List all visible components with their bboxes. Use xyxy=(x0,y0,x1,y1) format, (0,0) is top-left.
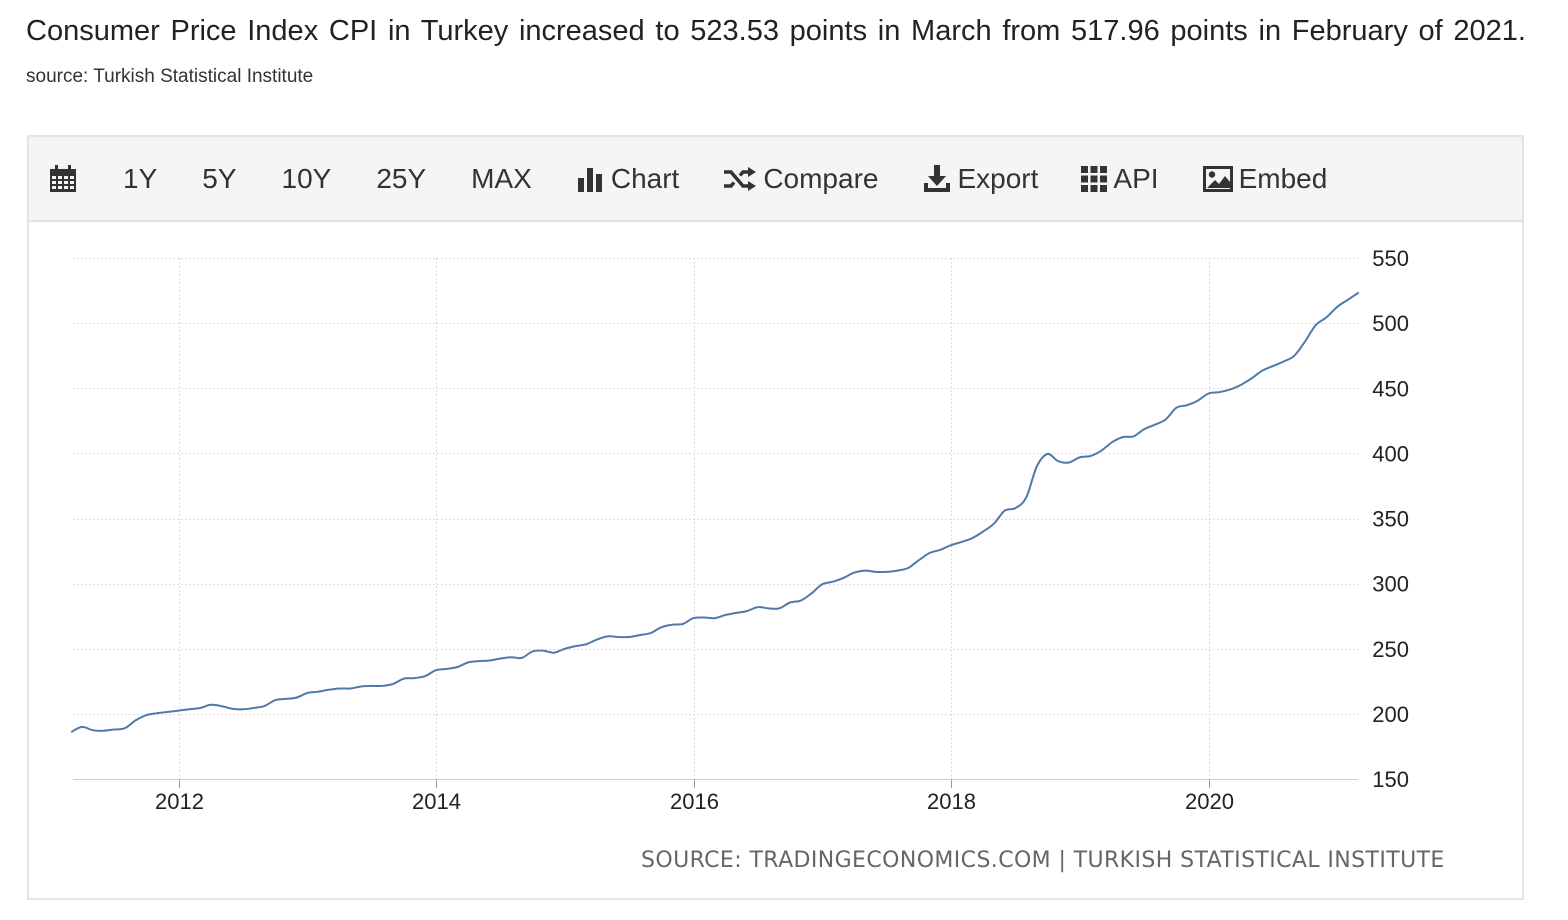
calendar-icon xyxy=(50,164,76,192)
calendar-button[interactable] xyxy=(49,164,77,193)
range-25y-button[interactable]: 25Y xyxy=(376,163,426,195)
headline-text: Consumer Price Index CPI in Turkey incre… xyxy=(26,15,1526,47)
range-1y-button[interactable]: 1Y xyxy=(123,163,157,195)
range-25y-label: 25Y xyxy=(376,162,427,194)
image-icon xyxy=(1202,165,1233,192)
chart-panel: 1Y 5Y 10Y 25Y MAX Chart Compare xyxy=(27,135,1524,900)
compare-button[interactable]: Compare xyxy=(723,163,878,195)
chart-toolbar: 1Y 5Y 10Y 25Y MAX Chart Compare xyxy=(29,137,1522,222)
y-tick-label: 200 xyxy=(1372,702,1409,727)
export-button[interactable]: Export xyxy=(923,163,1038,195)
x-tick-label: 2014 xyxy=(412,789,461,814)
x-tick-label: 2012 xyxy=(155,789,204,814)
cpi-series-line xyxy=(70,291,1360,733)
range-1y-label: 1Y xyxy=(123,162,158,194)
range-max-button[interactable]: MAX xyxy=(471,163,532,195)
y-tick-label: 300 xyxy=(1372,572,1409,597)
range-10y-button[interactable]: 10Y xyxy=(282,163,332,195)
headline: Consumer Price Index CPI in Turkey incre… xyxy=(26,10,1526,98)
shuffle-icon xyxy=(724,166,757,191)
export-button-label: Export xyxy=(957,162,1039,194)
range-max-label: MAX xyxy=(471,162,532,194)
y-axis: 150 200 250 300 350 400 450 500 550 xyxy=(1372,246,1409,792)
grid-layer xyxy=(73,258,1358,780)
range-5y-label: 5Y xyxy=(202,162,237,194)
x-tick-label: 2020 xyxy=(1185,789,1234,814)
x-tick-label: 2018 xyxy=(927,789,976,814)
chart-source-credit: SOURCE: TRADINGECONOMICS.COM | TURKISH S… xyxy=(641,848,1445,873)
y-tick-label: 450 xyxy=(1372,376,1409,401)
embed-button[interactable]: Embed xyxy=(1202,162,1328,195)
grid-icon xyxy=(1081,165,1108,192)
y-tick-label: 400 xyxy=(1372,441,1409,466)
x-axis: 2012 2014 2016 2018 2020 xyxy=(73,779,1358,814)
headline-source: source: Turkish Statistical Institute xyxy=(26,66,314,87)
x-tick-label: 2016 xyxy=(670,789,719,814)
range-10y-label: 10Y xyxy=(281,162,332,194)
y-tick-label: 250 xyxy=(1372,637,1409,662)
api-button[interactable]: API xyxy=(1081,162,1159,195)
y-tick-label: 150 xyxy=(1372,767,1409,792)
chart-button[interactable]: Chart xyxy=(577,163,679,195)
y-tick-label: 500 xyxy=(1372,311,1409,336)
y-tick-label: 550 xyxy=(1372,246,1409,271)
api-button-label: API xyxy=(1113,162,1159,194)
y-tick-label: 350 xyxy=(1372,507,1409,532)
chart-button-label: Chart xyxy=(610,162,680,194)
embed-button-label: Embed xyxy=(1238,162,1328,194)
range-5y-button[interactable]: 5Y xyxy=(202,163,236,195)
compare-button-label: Compare xyxy=(763,162,879,194)
download-icon xyxy=(924,164,951,192)
bar-chart-icon xyxy=(577,167,602,192)
